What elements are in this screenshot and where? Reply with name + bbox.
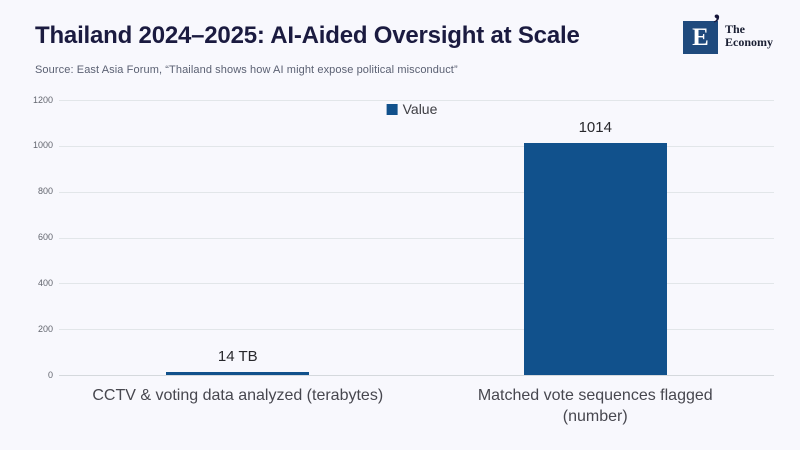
- gridline: [59, 329, 774, 331]
- legend-swatch: [386, 103, 398, 115]
- gridline: [59, 100, 774, 101]
- bar-value-label: 1014: [578, 118, 612, 136]
- y-axis-tick-label: 1000: [32, 140, 53, 151]
- page-title: Thailand 2024–2025: AI-Aided Oversight a…: [35, 22, 580, 49]
- y-axis-tick-label: 1200: [32, 94, 53, 105]
- gridline: [59, 191, 774, 193]
- y-axis-tick-label: 200: [37, 323, 53, 334]
- chart-legend: Value: [386, 101, 438, 117]
- y-axis-tick-label: 0: [47, 369, 53, 380]
- bar-value-label: 14 TB: [217, 347, 258, 365]
- logo-square: E ’: [683, 11, 721, 54]
- bar: [523, 142, 667, 375]
- plot-area: 0 200 400 600 800 1000 1200 14 TB 1014: [33, 95, 774, 380]
- x-category-label: Matched vote sequences flagged (number): [477, 387, 713, 425]
- x-category-labels: CCTV & voting data analyzed (terabytes) M…: [59, 386, 774, 428]
- y-axis-tick-label: 800: [37, 186, 53, 197]
- y-axis-tick-label: 600: [37, 232, 53, 242]
- x-category-label: CCTV & voting data analyzed (terabytes): [92, 387, 384, 404]
- logo-quote-mark-icon: ’: [712, 9, 721, 38]
- logo-wordmark-line1: The: [725, 22, 746, 36]
- logo-wordmark-line2: Economy: [725, 35, 773, 49]
- logo-wordmark: The Economy: [725, 21, 773, 49]
- logo-letter: E: [692, 24, 709, 51]
- gridline: [59, 283, 774, 285]
- legend-label: Value: [402, 101, 438, 117]
- gridline: [59, 237, 774, 239]
- brand-logo: E ’ The Economy: [683, 11, 773, 54]
- bar: [166, 371, 310, 375]
- source-caption: Source: East Asia Forum, “Thailand shows…: [35, 64, 458, 76]
- gridline: [59, 145, 774, 147]
- y-axis-tick-label: 400: [37, 277, 53, 288]
